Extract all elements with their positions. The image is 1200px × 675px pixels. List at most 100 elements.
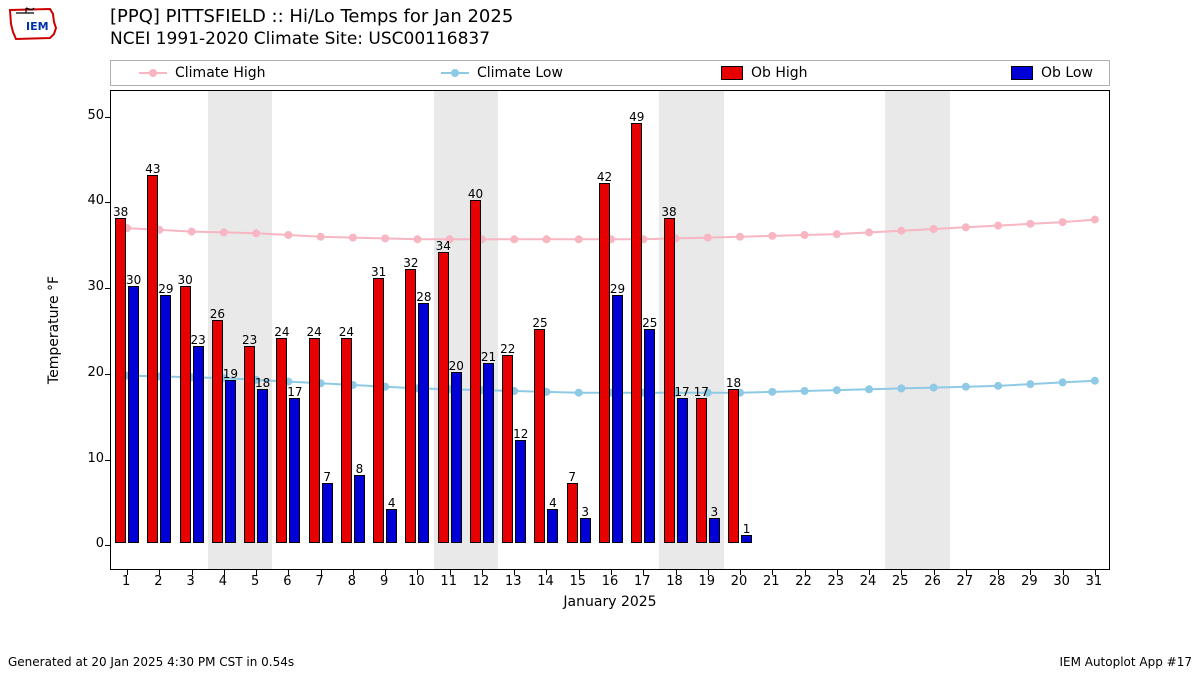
y-tick-label: 30 bbox=[74, 279, 104, 294]
x-tick-label: 24 bbox=[860, 574, 877, 589]
line-climate-high-marker bbox=[897, 227, 905, 235]
line-climate-high-marker bbox=[1091, 216, 1099, 224]
bar-ob-low-label: 30 bbox=[126, 273, 141, 287]
bar-ob-low bbox=[289, 398, 300, 544]
line-climate-high-marker bbox=[994, 222, 1002, 230]
legend-ob-high: Ob High bbox=[721, 65, 808, 81]
bar-ob-high bbox=[631, 123, 642, 543]
bar-ob-high bbox=[502, 355, 513, 544]
bar-ob-low bbox=[418, 303, 429, 543]
x-tick-label: 10 bbox=[408, 574, 425, 589]
bar-ob-low bbox=[709, 518, 720, 544]
legend-label: Ob High bbox=[751, 65, 808, 81]
x-tick-label: 18 bbox=[666, 574, 683, 589]
x-tick-label: 31 bbox=[1086, 574, 1103, 589]
line-climate-high-marker bbox=[188, 228, 196, 236]
bar-ob-high-label: 25 bbox=[532, 316, 547, 330]
bar-ob-high bbox=[373, 278, 384, 544]
bar-ob-high bbox=[212, 320, 223, 543]
bar-ob-low bbox=[515, 440, 526, 543]
bar-ob-low-label: 17 bbox=[287, 385, 302, 399]
bar-ob-high-label: 24 bbox=[307, 325, 322, 339]
bar-ob-low-label: 18 bbox=[255, 376, 270, 390]
bar-ob-high-label: 26 bbox=[210, 307, 225, 321]
bar-ob-low-label: 3 bbox=[710, 505, 718, 519]
bar-ob-high bbox=[244, 346, 255, 543]
line-climate-high-marker bbox=[542, 235, 550, 243]
x-tick-label: 1 bbox=[122, 574, 130, 589]
line-climate-high-marker bbox=[801, 231, 809, 239]
line-climate-high-marker bbox=[349, 234, 357, 242]
bar-ob-high bbox=[405, 269, 416, 543]
x-tick-label: 26 bbox=[924, 574, 941, 589]
line-climate-low-marker bbox=[768, 388, 776, 396]
bar-ob-high bbox=[309, 338, 320, 544]
y-tick-label: 20 bbox=[74, 365, 104, 380]
bar-ob-high bbox=[567, 483, 578, 543]
x-tick-label: 5 bbox=[251, 574, 259, 589]
x-tick-label: 14 bbox=[537, 574, 554, 589]
x-tick-label: 28 bbox=[989, 574, 1006, 589]
x-tick-label: 25 bbox=[892, 574, 909, 589]
bar-ob-high-label: 30 bbox=[178, 273, 193, 287]
x-tick-label: 23 bbox=[828, 574, 845, 589]
x-tick-label: 21 bbox=[763, 574, 780, 589]
legend-ob-low: Ob Low bbox=[1011, 65, 1093, 81]
line-climate-low-marker bbox=[865, 385, 873, 393]
legend-climate-high: Climate High bbox=[139, 65, 266, 81]
bar-ob-high-label: 23 bbox=[242, 333, 257, 347]
bar-ob-low-label: 3 bbox=[581, 505, 589, 519]
line-climate-high-marker bbox=[865, 228, 873, 236]
bar-ob-low-label: 23 bbox=[191, 333, 206, 347]
line-climate-low-marker bbox=[833, 386, 841, 394]
x-tick-label: 15 bbox=[569, 574, 586, 589]
bar-ob-low bbox=[128, 286, 139, 543]
line-climate-low-marker bbox=[1026, 380, 1034, 388]
bar-ob-low bbox=[741, 535, 752, 544]
bar-ob-low bbox=[386, 509, 397, 543]
bar-ob-high bbox=[276, 338, 287, 544]
bar-ob-high-label: 24 bbox=[274, 325, 289, 339]
y-tick-label: 0 bbox=[74, 536, 104, 551]
x-tick-label: 20 bbox=[731, 574, 748, 589]
bar-ob-low bbox=[160, 295, 171, 544]
bar-ob-low-label: 20 bbox=[449, 359, 464, 373]
bar-ob-high bbox=[438, 252, 449, 543]
bar-ob-high-label: 42 bbox=[597, 170, 612, 184]
bar-ob-low bbox=[677, 398, 688, 544]
x-tick-label: 2 bbox=[154, 574, 162, 589]
chart-title: [PPQ] PITTSFIELD :: Hi/Lo Temps for Jan … bbox=[110, 6, 513, 29]
bar-ob-low-label: 29 bbox=[610, 282, 625, 296]
bar-ob-low-label: 4 bbox=[388, 496, 396, 510]
line-climate-high-marker bbox=[704, 234, 712, 242]
plot-area: 3843302623242424313234402225742493817183… bbox=[110, 90, 1110, 570]
line-climate-low-marker bbox=[930, 384, 938, 392]
line-climate-high-marker bbox=[575, 235, 583, 243]
x-tick-label: 9 bbox=[380, 574, 388, 589]
bar-ob-low-label: 17 bbox=[674, 385, 689, 399]
bar-ob-high bbox=[599, 183, 610, 543]
bar-ob-high bbox=[115, 218, 126, 544]
bar-ob-high bbox=[664, 218, 675, 544]
bar-ob-high bbox=[147, 175, 158, 544]
x-tick-label: 30 bbox=[1053, 574, 1070, 589]
x-tick-label: 4 bbox=[219, 574, 227, 589]
bar-ob-high-label: 18 bbox=[726, 376, 741, 390]
bar-ob-low bbox=[322, 483, 333, 543]
bar-ob-high-label: 43 bbox=[145, 162, 160, 176]
bar-ob-low-label: 21 bbox=[481, 350, 496, 364]
line-climate-high-marker bbox=[381, 234, 389, 242]
y-axis-label: Temperature °F bbox=[46, 276, 62, 384]
line-climate-high-marker bbox=[1059, 218, 1067, 226]
legend: Climate High Climate Low Ob High Ob Low bbox=[110, 60, 1110, 86]
bar-ob-high-label: 34 bbox=[436, 239, 451, 253]
bar-ob-high bbox=[534, 329, 545, 543]
line-climate-high-marker bbox=[768, 232, 776, 240]
line-climate-high-marker bbox=[284, 231, 292, 239]
bar-ob-high-label: 38 bbox=[113, 205, 128, 219]
bar-ob-low-label: 1 bbox=[743, 522, 751, 536]
line-climate-low-marker bbox=[897, 384, 905, 392]
bar-ob-low bbox=[644, 329, 655, 543]
bar-ob-high bbox=[728, 389, 739, 543]
bar-ob-high-label: 49 bbox=[629, 110, 644, 124]
